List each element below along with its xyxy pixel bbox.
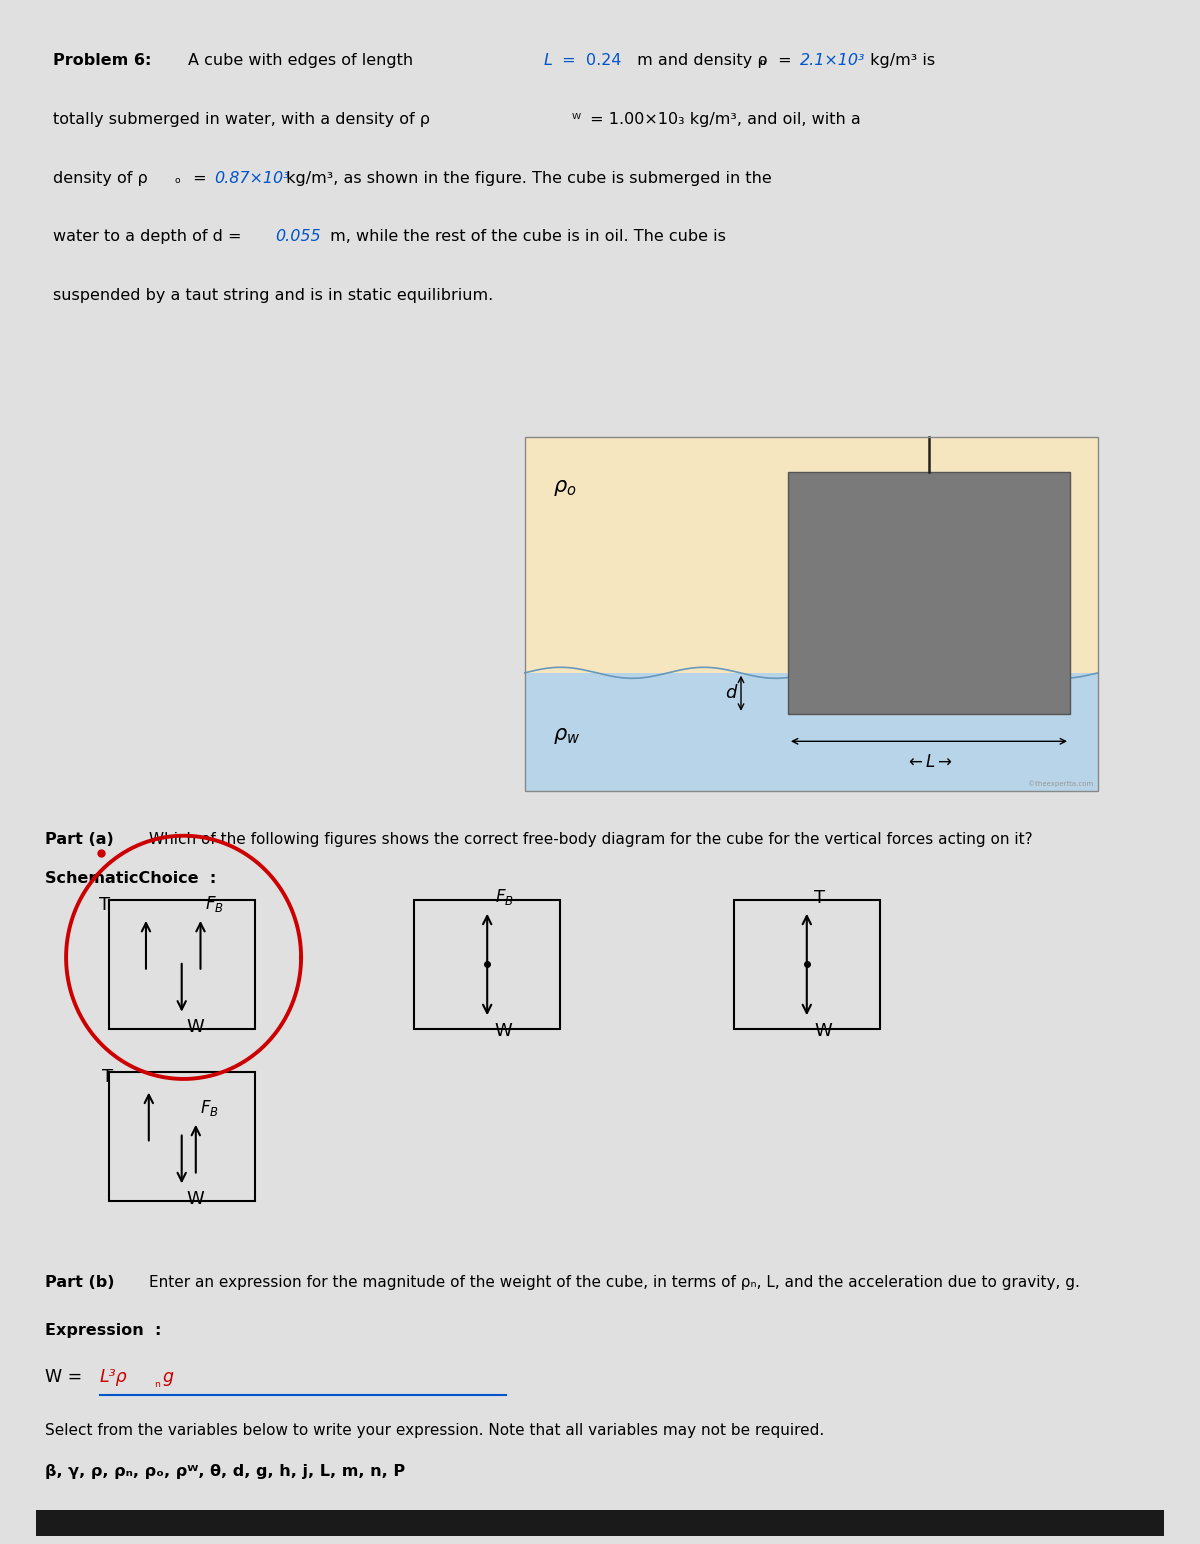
Text: $\rho_w$: $\rho_w$ — [553, 726, 581, 746]
Text: L: L — [544, 54, 552, 68]
Text: T: T — [98, 897, 110, 914]
Text: ᵂ: ᵂ — [571, 113, 581, 127]
Bar — [788, 472, 1070, 713]
Text: ₒ: ₒ — [175, 171, 181, 185]
Text: 0.87×10³: 0.87×10³ — [215, 171, 289, 185]
Text: suspended by a taut string and is in static equilibrium.: suspended by a taut string and is in sta… — [53, 287, 493, 303]
Text: Problem 6:: Problem 6: — [53, 54, 151, 68]
Text: m, while the rest of the cube is in oil. The cube is: m, while the rest of the cube is in oil.… — [325, 230, 726, 244]
Text: L³ρ: L³ρ — [100, 1368, 127, 1387]
Bar — [524, 437, 1098, 791]
Text: T: T — [102, 1068, 113, 1085]
Text: water to a depth of d =: water to a depth of d = — [53, 230, 246, 244]
Bar — [109, 1072, 254, 1201]
Text: Expression  :: Expression : — [46, 1323, 162, 1339]
Text: SchematicChoice  :: SchematicChoice : — [46, 871, 217, 886]
Text: W: W — [186, 1190, 204, 1207]
Text: =: = — [557, 54, 581, 68]
Text: totally submerged in water, with a density of ρ: totally submerged in water, with a densi… — [53, 113, 430, 127]
Text: 2.1×10³: 2.1×10³ — [799, 54, 865, 68]
Bar — [524, 673, 1098, 791]
Bar — [414, 900, 560, 1028]
Text: kg/m³ is: kg/m³ is — [865, 54, 935, 68]
Text: =: = — [188, 171, 212, 185]
Text: $F_B$: $F_B$ — [200, 1098, 220, 1118]
Text: d: d — [725, 684, 737, 703]
Text: ©theexpertta.com: ©theexpertta.com — [1028, 780, 1093, 787]
Bar — [109, 900, 254, 1028]
Text: β, γ, ρ, ρₙ, ρₒ, ρᵂ, θ, d, g, h, j, L, m, n, P: β, γ, ρ, ρₙ, ρₒ, ρᵂ, θ, d, g, h, j, L, m… — [46, 1464, 406, 1479]
Bar — [524, 437, 1098, 791]
Text: = 1.00×10₃ kg/m³, and oil, with a: = 1.00×10₃ kg/m³, and oil, with a — [586, 113, 862, 127]
Text: T: T — [815, 889, 826, 908]
Bar — [734, 900, 880, 1028]
Text: density of ρ: density of ρ — [53, 171, 148, 185]
Text: W: W — [186, 1017, 204, 1036]
Text: $\leftarrow L\rightarrow$: $\leftarrow L\rightarrow$ — [905, 753, 953, 770]
Text: m and density ρ: m and density ρ — [631, 54, 767, 68]
Text: 0.24: 0.24 — [587, 54, 622, 68]
Text: W: W — [494, 1022, 512, 1039]
Text: W: W — [815, 1022, 832, 1039]
Text: g: g — [162, 1368, 173, 1387]
Text: ₙ: ₙ — [760, 54, 764, 68]
Text: A cube with edges of length: A cube with edges of length — [188, 54, 419, 68]
Text: Which of the following figures shows the correct free-body diagram for the cube : Which of the following figures shows the… — [149, 832, 1032, 848]
Text: $F_B$: $F_B$ — [205, 894, 224, 914]
Text: 0.055: 0.055 — [275, 230, 320, 244]
Text: $F_B$: $F_B$ — [494, 888, 514, 908]
Text: Part (b): Part (b) — [46, 1275, 115, 1291]
Bar — [36, 1510, 1164, 1536]
Text: Enter an expression for the magnitude of the weight of the cube, in terms of ρₙ,: Enter an expression for the magnitude of… — [149, 1275, 1080, 1291]
Text: kg/m³, as shown in the figure. The cube is submerged in the: kg/m³, as shown in the figure. The cube … — [281, 171, 772, 185]
Text: Part (a): Part (a) — [46, 832, 114, 848]
Text: W =: W = — [46, 1368, 88, 1387]
Text: =: = — [773, 54, 797, 68]
Text: ₙ: ₙ — [155, 1374, 161, 1390]
Text: $\rho_o$: $\rho_o$ — [553, 477, 576, 497]
Text: Select from the variables below to write your expression. Note that all variable: Select from the variables below to write… — [46, 1424, 824, 1437]
